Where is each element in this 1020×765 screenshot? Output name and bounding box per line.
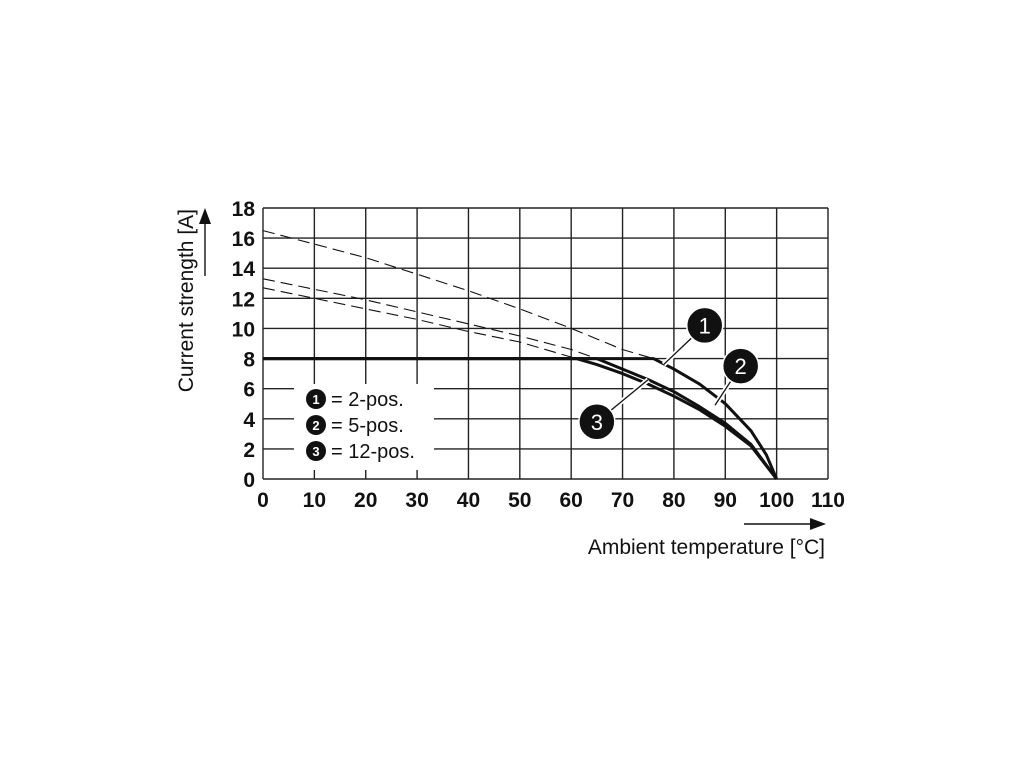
series-3-line <box>263 357 778 480</box>
x-tick-label: 70 <box>611 489 634 512</box>
legend-label: = 2-pos. <box>331 389 404 411</box>
callout-leader-line <box>610 379 649 411</box>
y-tick-label: 14 <box>232 258 256 281</box>
callout-leader-line <box>663 337 693 366</box>
callout-leader-line <box>714 380 732 406</box>
callout-3: 3 <box>578 377 650 441</box>
legend-item-3: 3 = 12-pos. <box>306 441 415 463</box>
series-3-extrapolation-line <box>262 287 577 360</box>
legend: 1 = 2-pos. 2 = 5-pos. 3 = 12-pos. <box>294 384 434 470</box>
y-axis-title: Current strength [A] <box>175 209 198 392</box>
x-tick-label: 10 <box>303 489 326 512</box>
x-tick-label: 60 <box>560 489 583 512</box>
series-1-extrapolation-line <box>262 230 654 360</box>
x-tick-label: 110 <box>811 489 845 512</box>
legend-marker-label: 3 <box>312 444 319 459</box>
legend-marker-label: 1 <box>312 392 319 407</box>
callout-marker <box>721 347 760 385</box>
legend-item-2: 2 = 5-pos. <box>306 415 404 437</box>
series-layer <box>262 230 778 480</box>
callout-marker <box>578 403 616 441</box>
legend-marker-2 <box>306 415 326 435</box>
callout-2: 2 <box>712 347 760 407</box>
x-tick-label: 80 <box>662 489 685 512</box>
y-tick-label: 12 <box>232 288 255 311</box>
x-axis-title: Ambient temperature [°C] <box>588 536 825 559</box>
legend-label: = 12-pos. <box>331 441 415 463</box>
legend-marker-3 <box>306 441 326 461</box>
x-tick-label: 90 <box>714 489 737 512</box>
x-tick-label: 30 <box>405 489 428 512</box>
annotations: 12 3 <box>578 306 760 441</box>
y-tick-label: 8 <box>243 349 255 372</box>
x-axis-arrow-head <box>810 518 826 530</box>
series-2-line <box>263 357 778 480</box>
callout-1: 1 <box>661 306 724 367</box>
y-axis-arrow-head <box>199 208 211 224</box>
legend-item-1: 1 = 2-pos. <box>306 389 404 411</box>
callout-label: 3 <box>591 410 603 435</box>
legend-marker-label: 2 <box>312 418 319 433</box>
x-tick-label: 100 <box>759 489 794 512</box>
x-tick-label: 20 <box>354 489 377 512</box>
axis-titles: Ambient temperature [°C] Current strengt… <box>175 209 825 559</box>
callout-marker <box>685 306 724 345</box>
y-tick-label: 16 <box>232 228 255 251</box>
x-tick-label: 40 <box>457 489 480 512</box>
callout-label: 1 <box>699 313 711 338</box>
series-2-extrapolation-line <box>262 278 598 360</box>
y-tick-label: 4 <box>243 409 255 432</box>
y-tick-label: 10 <box>232 318 255 341</box>
legend-marker-1 <box>306 389 326 409</box>
legend-label: = 5-pos. <box>331 415 404 437</box>
y-tick-label: 0 <box>243 469 255 492</box>
y-tick-label: 6 <box>243 379 255 402</box>
series-1-line <box>263 357 778 480</box>
x-tick-label: 0 <box>257 489 269 512</box>
x-tick-label: 50 <box>508 489 531 512</box>
y-tick-label: 18 <box>232 198 256 221</box>
axis-arrows <box>199 208 826 530</box>
y-tick-label: 2 <box>243 439 255 462</box>
callout-label: 2 <box>735 354 747 379</box>
